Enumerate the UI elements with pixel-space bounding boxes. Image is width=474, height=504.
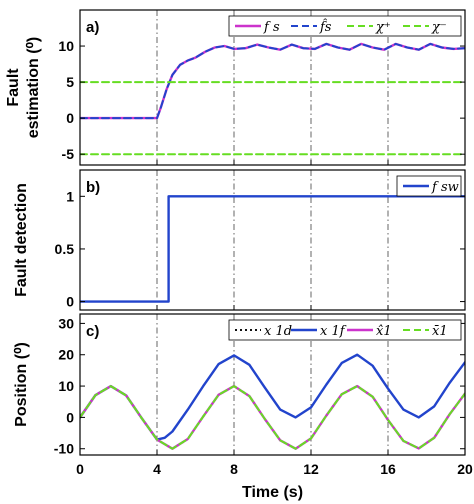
series-fs [80,42,465,120]
series-group [80,42,465,156]
legend: x 1d x 1f x̂1 x̄1 [228,319,462,341]
x-tick-label: 20 [457,461,473,477]
plot-frame [79,169,466,311]
legend-label-x1d: x 1d [264,324,292,339]
legend: f sw [396,175,462,197]
x-tick-label: 12 [303,461,319,477]
legend-box [228,15,462,37]
series-fs-hat [80,42,465,120]
x-tick-label: 0 [76,461,84,477]
y-tick-label: 20 [58,347,74,363]
legend-label-fsw: f sw [431,180,459,195]
legend-label-x1-bar: x̄1 [432,324,448,339]
series-x1d [80,385,465,450]
plot-frame [79,9,466,166]
y-tick-label: 0.5 [55,241,75,257]
y-axis-label: Position (⁰) [13,342,30,427]
y-tick-label: 0 [66,409,74,425]
legend: f s f̂s χ⁺ χ⁻ [228,15,462,37]
legend-label-x1f: x 1f [320,324,347,339]
y-axis-label: Fault detection [13,183,30,297]
series-x1-hat [80,384,465,450]
y-axis-label: estimation (⁰) [25,37,42,139]
legend-label-fs-hat: f̂s [319,18,332,35]
y-tick-label: 10 [58,378,74,394]
plot-frame [79,313,466,456]
legend-label-chi-minus: χ⁻ [431,20,447,35]
y-tick-label: 0 [66,110,74,126]
series-x1-bar [80,385,465,450]
y-tick-label: 0 [66,294,74,310]
x-tick-label: 16 [380,461,396,477]
legend-label-chi-plus: χ⁺ [375,20,391,35]
y-tick-label: 1 [66,188,74,204]
y-tick-label: 5 [66,74,74,90]
y-tick-label: -10 [54,441,74,457]
y-axis-label: Fault [5,68,22,107]
panel-label: a) [86,19,99,36]
panel-0: -5 0 5 10 Fault estimation (⁰) a) f s f̂s χ⁺ χ⁻ [5,9,466,166]
y-tick-label: -5 [62,146,75,162]
series-group [80,353,465,450]
legend-label-x1-hat: x̂1 [376,324,392,339]
y-tick-label: 10 [58,38,74,54]
panel-1: 0 0.5 1 Fault detection b) f sw [13,169,466,311]
x-tick-label: 4 [153,461,161,477]
legend-label-fs: f s [263,20,280,35]
legend-box [228,319,462,341]
panel-label: b) [86,179,100,196]
series-group [80,195,465,303]
panel-label: c) [86,323,99,340]
series-x1f [80,353,465,441]
x-tick-label: 8 [230,461,238,477]
y-tick-label: 30 [58,315,74,331]
series-fsw [80,195,465,303]
x-axis-label: Time (s) [242,484,303,501]
